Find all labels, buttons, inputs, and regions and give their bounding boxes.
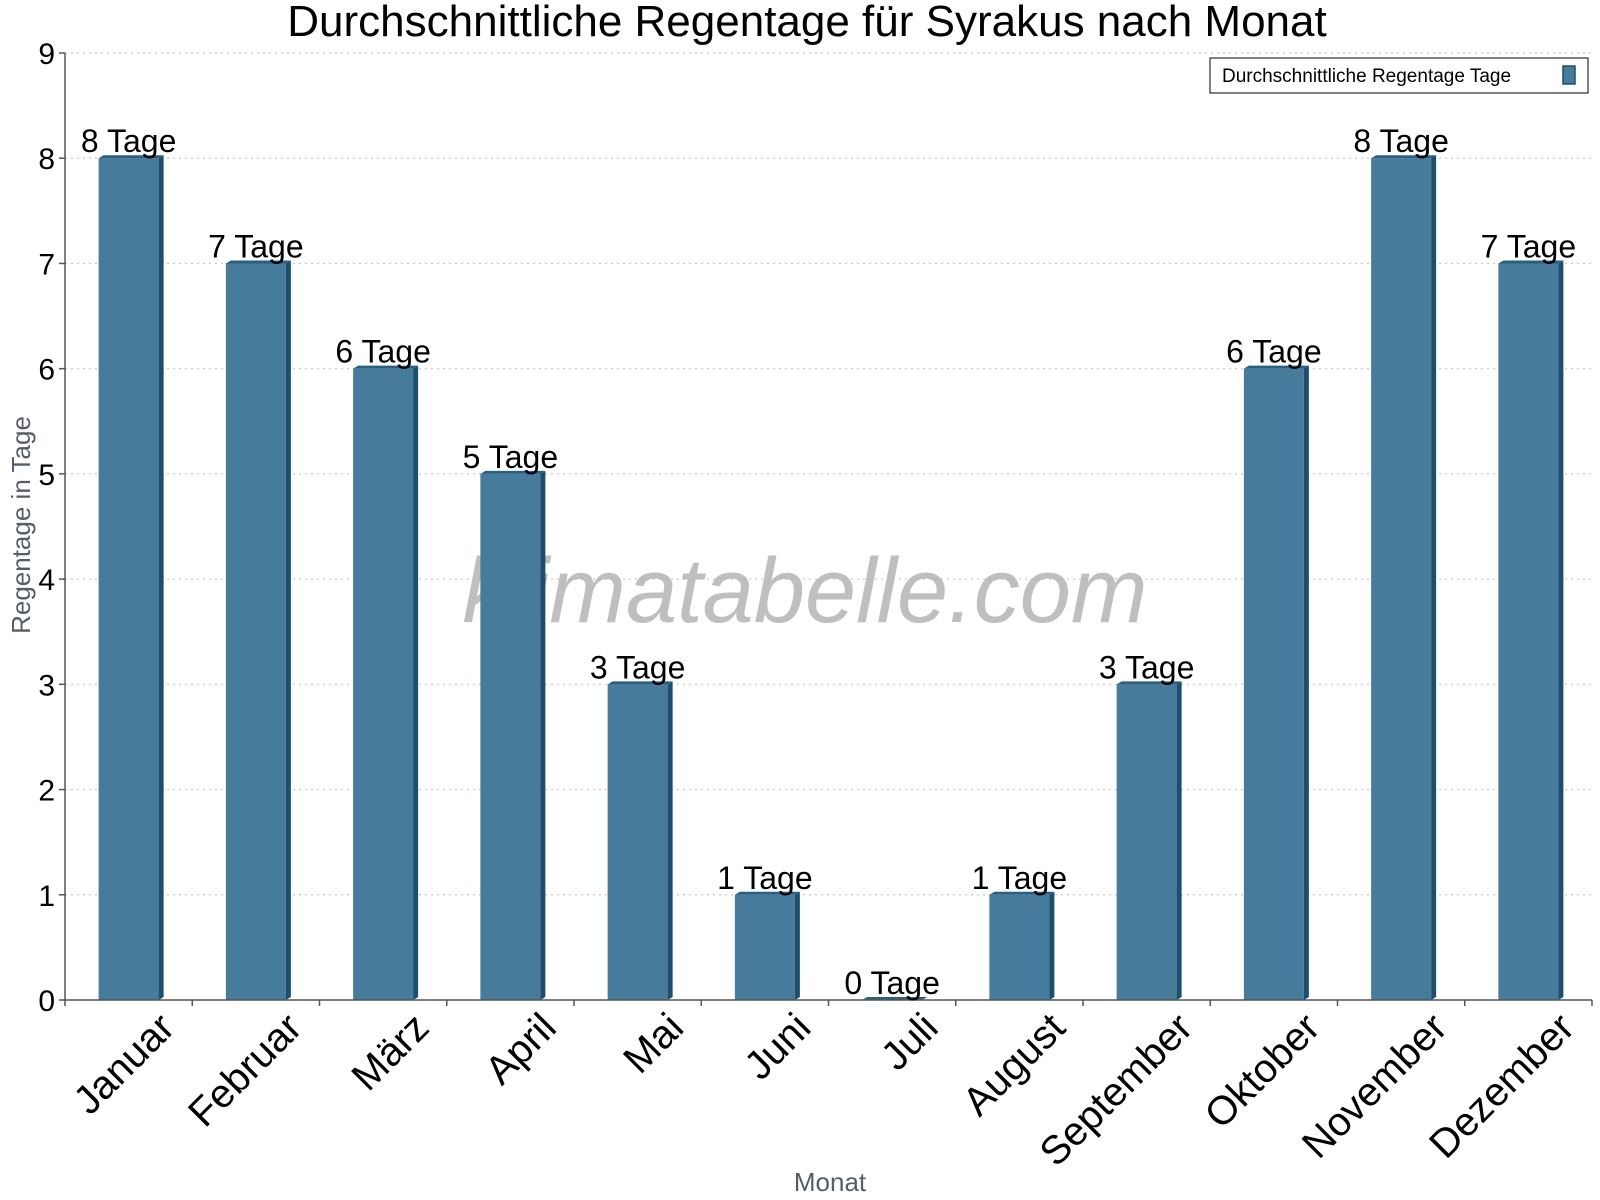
y-tick-label: 7 xyxy=(38,248,55,281)
bar-top xyxy=(353,365,419,369)
bar-side xyxy=(794,891,800,1000)
y-tick-label: 6 xyxy=(38,354,55,387)
data-label: 1 Tage xyxy=(972,860,1068,896)
bar-januar xyxy=(98,155,164,1000)
bar-top xyxy=(225,260,291,264)
legend-swatch xyxy=(1562,65,1576,85)
y-tick-label: 2 xyxy=(38,775,55,808)
x-tick-label: Februar xyxy=(180,1005,310,1135)
gridlines xyxy=(65,52,1592,896)
x-tick-label: Juni xyxy=(736,1005,819,1088)
bar-front xyxy=(225,263,286,1000)
bar-front xyxy=(734,894,795,1000)
data-label: 0 Tage xyxy=(844,965,940,1001)
bar-top xyxy=(1243,365,1309,369)
data-label: 8 Tage xyxy=(1353,123,1449,159)
data-label: 5 Tage xyxy=(463,439,559,475)
x-axis-title: Monat xyxy=(794,1167,867,1197)
bar-side xyxy=(1303,365,1309,1001)
legend-entry-label: Durchschnittliche Regentage Tage xyxy=(1222,66,1511,87)
bar-side xyxy=(1558,260,1564,1000)
legend-box xyxy=(1209,57,1589,94)
y-tick-label: 8 xyxy=(38,143,55,176)
bar-side xyxy=(158,155,164,1000)
x-tick-label: Mai xyxy=(615,1005,692,1082)
y-tick-label: 9 xyxy=(38,38,55,71)
y-tick-label: 5 xyxy=(38,459,55,492)
bar-dezember xyxy=(1498,260,1564,1000)
bar-oktober xyxy=(1243,365,1309,1001)
data-label: 7 Tage xyxy=(1481,228,1577,264)
bar-front xyxy=(480,473,541,1000)
bar-februar xyxy=(225,260,291,1000)
x-tick-label: Juli xyxy=(873,1005,947,1079)
data-labels: 8 Tage 7 Tage 6 Tage 5 Tage 3 Tage 1 Tage 0 Ta… xyxy=(81,123,1576,1001)
y-tick-label: 4 xyxy=(38,564,55,597)
data-label: 6 Tage xyxy=(1226,334,1322,370)
data-label: 8 Tage xyxy=(81,123,177,159)
x-tick-label: August xyxy=(955,1005,1074,1124)
data-label: 3 Tage xyxy=(590,649,686,685)
bar-august xyxy=(989,891,1055,1000)
data-label: 7 Tage xyxy=(208,228,304,264)
y-tick-labels: 0 1 2 3 4 5 6 7 8 9 xyxy=(38,38,55,1018)
watermark: klimatabelle.com xyxy=(462,540,1147,642)
bar-side xyxy=(413,365,419,1001)
chart-title: Durchschnittliche Regentage für Syrakus … xyxy=(287,0,1326,46)
bar-side xyxy=(1176,681,1182,1000)
x-tick-label: April xyxy=(477,1005,565,1093)
bar-front xyxy=(98,158,159,1000)
bar-april xyxy=(480,470,546,1000)
bar-side xyxy=(285,260,291,1000)
bar-top xyxy=(734,891,800,895)
bars xyxy=(98,155,1564,1001)
bar-top xyxy=(1371,155,1437,159)
bar-front xyxy=(607,684,668,1000)
bar-juni xyxy=(734,891,800,1000)
axes xyxy=(59,52,1593,1006)
y-axis-title: Regentage in Tage xyxy=(6,416,36,634)
data-label: 6 Tage xyxy=(335,334,431,370)
bar-side xyxy=(1049,891,1055,1000)
y-tick-label: 0 xyxy=(38,985,55,1018)
bar-front xyxy=(1243,368,1304,1001)
legend: Durchschnittliche Regentage Tage xyxy=(1209,57,1589,94)
bar-top xyxy=(607,681,673,685)
bar-side xyxy=(667,681,673,1000)
bar-front xyxy=(989,894,1050,1000)
x-tick-label: Januar xyxy=(65,1005,183,1123)
bar-top xyxy=(98,155,164,159)
bar-märz xyxy=(353,365,419,1001)
bar-side xyxy=(1431,155,1437,1000)
bar-front xyxy=(1371,158,1432,1000)
bar-top xyxy=(989,891,1055,895)
bar-top xyxy=(1498,260,1564,264)
bar-front xyxy=(1116,684,1177,1000)
bar-side xyxy=(540,470,546,1000)
bar-september xyxy=(1116,681,1182,1000)
data-label: 3 Tage xyxy=(1099,649,1195,685)
bar-mai xyxy=(607,681,673,1000)
bar-november xyxy=(1371,155,1437,1000)
x-tick-label: März xyxy=(344,1005,438,1099)
data-label: 1 Tage xyxy=(717,860,813,896)
bar-top xyxy=(480,470,546,474)
bar-front xyxy=(353,368,414,1001)
y-tick-label: 3 xyxy=(38,669,55,702)
bar-top xyxy=(1116,681,1182,685)
x-tick-label: Oktober xyxy=(1197,1005,1329,1137)
bar-front xyxy=(1498,263,1559,1000)
y-tick-label: 1 xyxy=(38,880,55,913)
